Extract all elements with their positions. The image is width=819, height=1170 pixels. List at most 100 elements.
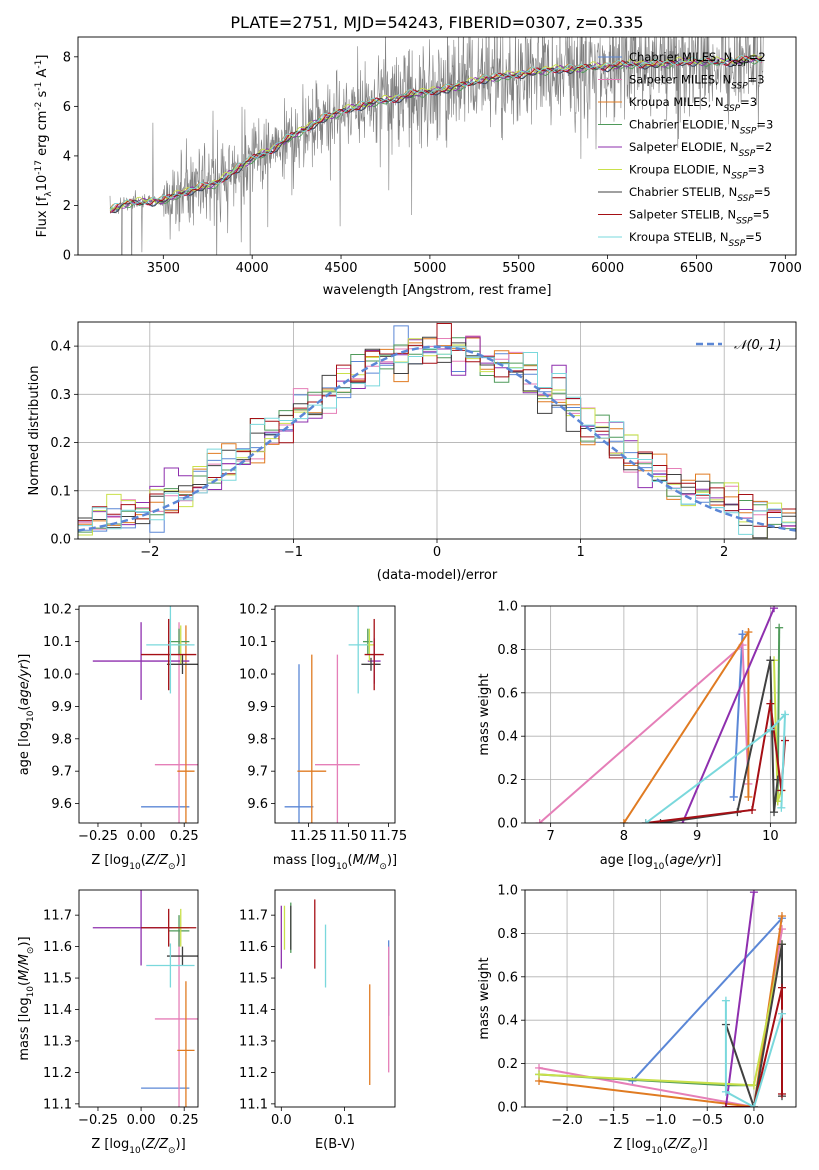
legend-label: Kroupa ELODIE, NSSP=3 — [629, 163, 765, 182]
y-tick-label: 0.8 — [497, 643, 518, 658]
legend-label: Chabrier STELIB, NSSP=5 — [629, 185, 771, 204]
weight-line — [538, 642, 750, 823]
legend-label: Salpeter STELIB, NSSP=5 — [629, 208, 770, 227]
plot-area — [284, 606, 384, 823]
plot-area — [92, 890, 198, 1107]
x-axis-label: Z [log10(Z/Z⊙)] — [91, 1137, 185, 1156]
x-tick-label: 0.00 — [127, 829, 156, 844]
x-tick-label: 0.1 — [334, 1113, 355, 1128]
y-tick-label: 0.0 — [497, 817, 518, 832]
label-part: mass [log — [273, 853, 336, 868]
y-tick-label: 10.1 — [239, 635, 268, 650]
y-tick-label: 11.5 — [43, 972, 72, 987]
label-part: )] — [17, 936, 32, 946]
x-tick-label: −0.25 — [78, 829, 118, 844]
label-part: =3 — [756, 118, 773, 132]
x-tick-label: 4500 — [324, 261, 357, 276]
age-weight-panel: 7 8 9 10 0.0 0.2 0.4 0.6 0.8 1.0 mass weight age [l… — [477, 600, 797, 872]
x-tick-label: 11.25 — [290, 829, 327, 844]
spectrum-title: PLATE=2751, MJD=54243, FIBERID=0307, z=0… — [230, 13, 643, 32]
x-axis-label: (data-model)/error — [377, 568, 498, 583]
spectrum-panel: 3500 4000 4500 5000 5500 6000 6500 7000 0 2 4 6 8 wav… — [34, 36, 802, 298]
label-part: ( — [17, 706, 32, 711]
x-tick-label: −0.25 — [78, 1113, 118, 1128]
y-tick-label: 9.6 — [51, 797, 72, 812]
label-part: )] — [387, 853, 397, 868]
z-weight-panel: −2.0 −1.5 −1.0 −0.5 0.0 0.0 0.2 0.4 0.6 0.8 1.0 mas… — [477, 884, 797, 1156]
label-part: ( — [141, 853, 146, 868]
x-tick-label: 8 — [620, 829, 628, 844]
axes-frame — [77, 321, 797, 540]
histogram-step — [78, 346, 796, 535]
label-part: Chabrier STELIB, N — [629, 185, 737, 199]
plot-area — [535, 606, 790, 823]
label-part: 10 — [651, 1146, 663, 1156]
y-tick-label: 11.4 — [43, 1003, 72, 1018]
axes-frame — [524, 605, 797, 824]
label-part: SSP — [740, 127, 757, 137]
y-tick-label: 0.1 — [50, 484, 71, 499]
label-part: s — [35, 90, 50, 101]
legend-label: Kroupa STELIB, NSSP=5 — [629, 230, 762, 249]
label-part: 10 — [653, 862, 665, 872]
y-tick-label: 11.1 — [43, 1097, 72, 1112]
model-line — [109, 54, 763, 212]
z-age-panel: −0.25 0.00 0.25 9.6 9.7 9.8 9.9 10.0 10.1 10.2 Z [… — [17, 603, 199, 872]
x-tick-label: 2 — [720, 545, 728, 560]
x-tick-label: 11.50 — [330, 829, 367, 844]
label-part: ( — [663, 1137, 668, 1152]
weight-line — [681, 607, 775, 823]
y-tick-label: 9.9 — [247, 700, 268, 715]
label-part: SSP — [737, 194, 754, 204]
x-tick-label: 7000 — [769, 261, 802, 276]
y-axis-label: age [log10(age/yr)] — [17, 654, 36, 776]
x-tick-label: 7 — [546, 829, 554, 844]
label-part: )] — [176, 1137, 186, 1152]
label-part: M/M — [353, 853, 380, 868]
y-tick-label: 9.8 — [51, 732, 72, 747]
plot-area — [535, 890, 786, 1107]
label-part: 10 — [26, 986, 36, 998]
legend-label: 𝒩(0, 1) — [734, 338, 781, 353]
y-tick-label: 11.2 — [43, 1066, 72, 1081]
weight-line — [724, 1000, 783, 1107]
label-part: ⊙ — [690, 1146, 698, 1156]
label-part: SSP — [731, 172, 748, 182]
x-axis-label: Z [log10(Z/Z⊙)] — [91, 853, 185, 872]
x-axis-label: E(B-V) — [315, 1137, 355, 1152]
x-axis-label: wavelength [Angstrom, rest frame] — [323, 283, 552, 298]
y-tick-label: 1.0 — [497, 600, 518, 615]
label-part: =3 — [748, 163, 765, 177]
normal-curve — [78, 345, 796, 532]
label-part: ] — [35, 55, 50, 60]
label-part: SSP — [732, 59, 749, 69]
label-part: Kroupa MILES, N — [629, 95, 724, 109]
x-tick-label: 5500 — [502, 261, 535, 276]
y-tick-label: 0.4 — [497, 730, 518, 745]
weight-line — [631, 917, 783, 1082]
y-axis-label: mass weight — [477, 673, 492, 755]
x-tick-label: −1 — [284, 545, 303, 560]
weight-line — [623, 628, 750, 823]
label-part: =5 — [753, 208, 770, 222]
mass-age-panel: 11.25 11.50 11.75 9.6 9.7 9.8 9.9 10.0 10.1 10.2 m… — [239, 603, 407, 872]
label-part: ( — [141, 1137, 146, 1152]
y-tick-label: 11.7 — [43, 909, 72, 924]
label-part: =3 — [740, 95, 757, 109]
label-part: erg cm — [35, 111, 50, 160]
x-tick-label: 5000 — [413, 261, 446, 276]
y-tick-label: 11.7 — [239, 909, 268, 924]
label-part: Z [log — [613, 1137, 651, 1152]
label-part: Kroupa ELODIE, N — [629, 163, 731, 177]
y-tick-label: 1.0 — [497, 884, 518, 899]
y-tick-label: 11.1 — [239, 1097, 268, 1112]
y-tick-label: 11.6 — [239, 940, 268, 955]
plot-area — [109, 37, 764, 255]
label-part: age/yr — [669, 853, 712, 868]
weight-line — [732, 634, 744, 798]
x-tick-label: 0.00 — [127, 1113, 156, 1128]
weight-line — [645, 711, 787, 823]
label-part: 10 — [129, 862, 141, 872]
y-tick-label: 9.7 — [51, 765, 72, 780]
label-part: ⊙ — [26, 947, 36, 955]
